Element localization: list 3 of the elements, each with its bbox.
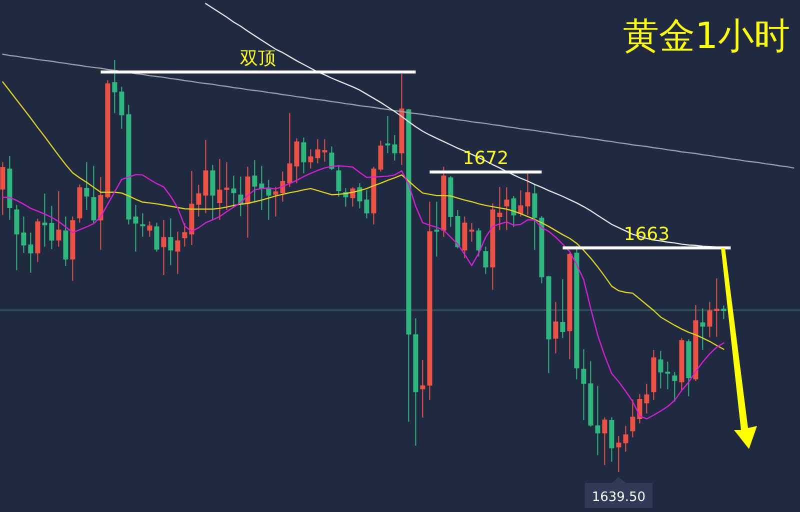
annotation: 1639.50 [592,490,646,505]
series-label: 双顶 [240,48,276,69]
chart-title: 黄金1小时 [623,16,790,57]
